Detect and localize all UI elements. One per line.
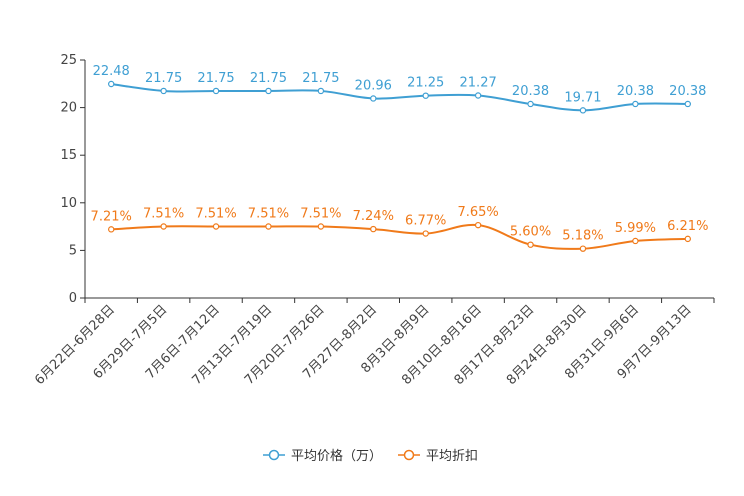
data-label: 21.75 <box>302 71 339 86</box>
data-label: 19.71 <box>564 90 601 105</box>
data-point[interactable] <box>474 92 482 99</box>
data-point[interactable] <box>422 92 429 99</box>
data-point[interactable] <box>212 87 220 95</box>
data-label: 7.21% <box>91 209 132 224</box>
series-layer: 22.48 21.75 21.75 21.75 21.75 20.96 21.25 21.27… <box>91 64 708 252</box>
data-point[interactable] <box>422 230 429 237</box>
legend-label: 平均价格（万） <box>291 448 382 464</box>
series-average-price: 22.48 21.75 21.75 21.75 21.75 20.96 21.25 21.27… <box>93 64 706 114</box>
data-label: 21.27 <box>460 76 497 91</box>
data-label: 5.60% <box>510 225 551 240</box>
data-point[interactable] <box>527 100 534 108</box>
data-point[interactable] <box>160 87 167 95</box>
data-label: 6.77% <box>405 214 446 229</box>
data-point[interactable] <box>108 80 115 88</box>
data-point[interactable] <box>579 245 587 252</box>
data-point[interactable] <box>527 241 534 248</box>
y-tick-label: 20 <box>60 101 77 116</box>
data-label: 21.75 <box>145 71 182 86</box>
data-point[interactable] <box>632 237 639 245</box>
data-point[interactable] <box>370 95 377 102</box>
data-label: 21.75 <box>197 71 234 86</box>
data-point[interactable] <box>684 100 691 108</box>
data-point[interactable] <box>265 223 272 230</box>
y-tick-label: 15 <box>60 148 77 163</box>
data-point[interactable] <box>579 107 587 114</box>
legend-marker <box>268 449 280 461</box>
data-label: 7.24% <box>353 209 394 224</box>
data-label: 5.18% <box>562 229 603 244</box>
series-line <box>111 82 688 112</box>
legend[interactable]: 平均价格（万） 平均折扣 <box>263 448 478 464</box>
data-label: 22.48 <box>93 64 130 79</box>
data-label: 21.25 <box>407 76 444 91</box>
y-tick-label: 10 <box>60 196 77 211</box>
data-point[interactable] <box>160 223 167 230</box>
data-point[interactable] <box>265 87 272 95</box>
data-label: 20.38 <box>617 84 654 99</box>
data-point[interactable] <box>212 223 220 230</box>
legend-item-average-price[interactable]: 平均价格（万） <box>263 448 382 464</box>
data-point[interactable] <box>632 100 639 108</box>
data-label: 21.75 <box>250 71 287 86</box>
data-label: 7.51% <box>248 207 289 222</box>
data-point[interactable] <box>108 226 115 233</box>
data-point[interactable] <box>370 225 377 233</box>
data-point[interactable] <box>684 235 691 243</box>
legend-label: 平均折扣 <box>426 449 478 464</box>
data-label: 20.96 <box>355 78 392 93</box>
data-label: 20.38 <box>669 84 706 99</box>
series-average-discount: 7.21% 7.51% 7.51% 7.51% 7.51% 7.24% 6.77% 7.65%… <box>91 205 708 252</box>
data-point[interactable] <box>317 87 325 95</box>
y-tick-label: 5 <box>69 243 77 258</box>
data-point[interactable] <box>474 221 482 229</box>
y-tick-label: 0 <box>69 291 77 306</box>
data-label: 7.51% <box>300 207 341 222</box>
data-label: 20.38 <box>512 84 549 99</box>
data-label: 5.99% <box>615 221 656 236</box>
legend-marker <box>403 449 415 461</box>
data-label: 7.51% <box>143 207 184 222</box>
legend-item-average-discount[interactable]: 平均折扣 <box>398 449 478 464</box>
data-label: 7.65% <box>457 205 498 220</box>
y-tick-label: 25 <box>60 53 77 68</box>
data-label: 6.21% <box>667 219 708 234</box>
data-label: 7.51% <box>195 207 236 222</box>
series-line <box>111 223 688 250</box>
data-point[interactable] <box>317 223 325 230</box>
